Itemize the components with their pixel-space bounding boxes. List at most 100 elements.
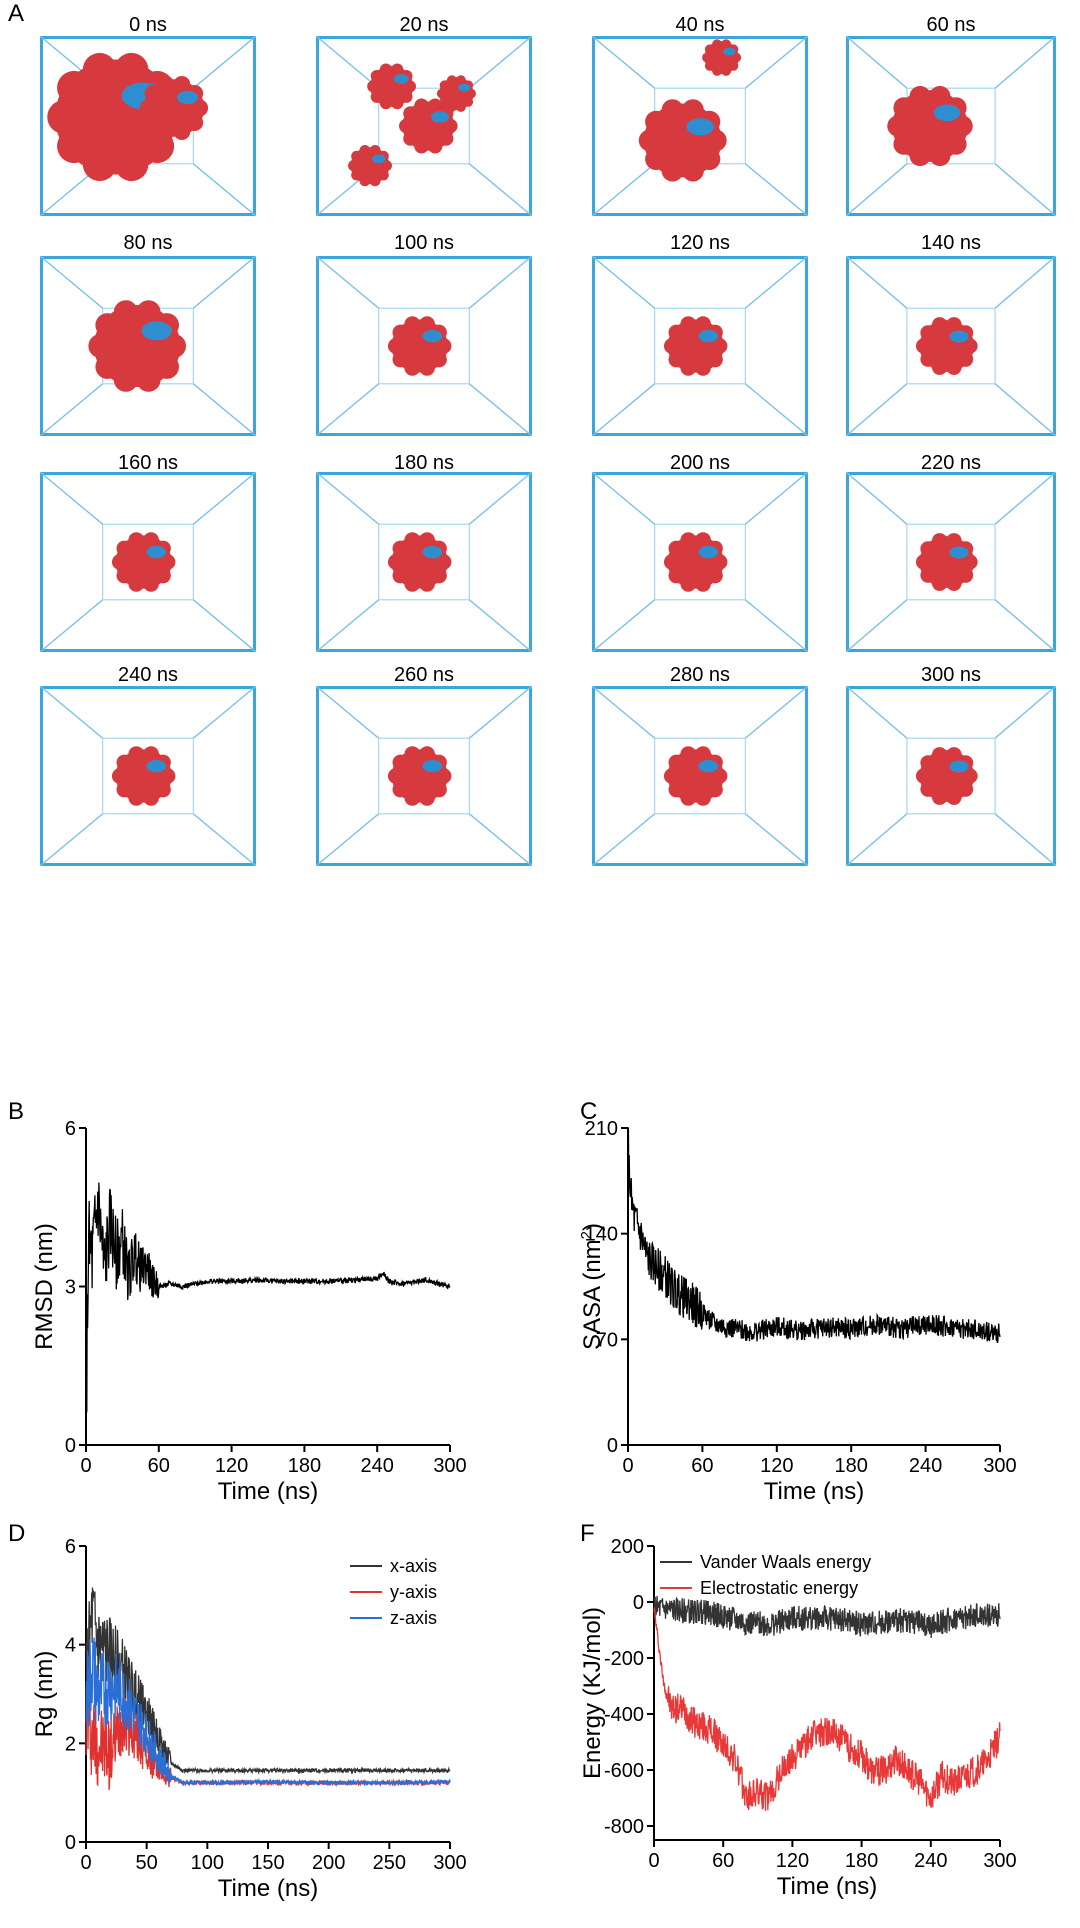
x-tick-label: 0 <box>622 1455 633 1477</box>
legend-label: y-axis <box>390 1582 437 1602</box>
y-tick-label: -200 <box>604 1648 644 1670</box>
simulation-box <box>316 686 532 866</box>
y-axis-label: Energy (KJ/mol) <box>580 1607 606 1779</box>
snapshot-label: 180 ns <box>393 452 455 474</box>
snapshot-label: 100 ns <box>393 232 455 254</box>
simulation-box <box>316 472 532 652</box>
protein-cluster <box>663 746 728 806</box>
protein-cluster <box>399 98 458 154</box>
y-tick-label: 200 <box>611 1536 644 1558</box>
x-axis-label: Time (ns) <box>218 1875 318 1902</box>
snapshot-label: 300 ns <box>920 664 982 686</box>
y-tick-label: 3 <box>65 1277 76 1299</box>
y-tick-label: 70 <box>596 1329 618 1351</box>
snapshot-label: 220 ns <box>920 452 982 474</box>
simulation-box <box>40 686 256 866</box>
series-line-1 <box>653 1607 1001 1812</box>
x-tick-label: 0 <box>648 1850 659 1872</box>
x-axis-label: Time (ns) <box>777 1873 877 1900</box>
x-tick-label: 180 <box>288 1455 321 1477</box>
simulation-box <box>40 256 256 436</box>
simulation-box <box>846 472 1056 652</box>
x-tick-label: 300 <box>433 1455 466 1477</box>
simulation-box <box>316 36 532 216</box>
simulation-box <box>40 472 256 652</box>
panel-letter-d: D <box>8 1520 26 1547</box>
x-tick-label: 180 <box>835 1455 868 1477</box>
panel-letter-f: F <box>580 1520 595 1547</box>
protein-cluster <box>348 144 392 187</box>
y-tick-label: -800 <box>604 1816 644 1838</box>
protein-cluster <box>702 39 742 76</box>
protein-cluster <box>915 533 978 591</box>
x-tick-label: 100 <box>191 1852 224 1874</box>
x-tick-label: 120 <box>760 1455 793 1477</box>
protein-cluster <box>111 746 176 806</box>
protein-cluster <box>387 532 452 592</box>
protein-cluster <box>663 316 728 376</box>
snapshot-label: 0 ns <box>129 14 167 36</box>
y-tick-label: 210 <box>585 1118 618 1140</box>
x-tick-label: 240 <box>914 1850 947 1872</box>
snapshot-label: 40 ns <box>675 14 725 36</box>
x-tick-label: 150 <box>251 1852 284 1874</box>
simulation-box <box>592 256 808 436</box>
y-axis-label: SASA (nm2) <box>580 1223 606 1350</box>
x-tick-label: 200 <box>312 1852 345 1874</box>
y-tick-label: -600 <box>604 1760 644 1782</box>
snapshot-label: 80 ns <box>123 232 173 254</box>
rg-chart: 0 50 100 150 200 250 300 0 2 4 6 Time (ns) Rg (nm) x-… <box>31 1536 467 1902</box>
protein-cluster <box>915 747 978 805</box>
x-tick-label: 60 <box>712 1850 734 1872</box>
snapshot-label: 240 ns <box>117 664 179 686</box>
legend-label: Electrostatic energy <box>700 1578 858 1598</box>
x-tick-label: 240 <box>909 1455 942 1477</box>
snapshot-label: 20 ns <box>399 14 449 36</box>
x-tick-label: 180 <box>845 1850 878 1872</box>
x-axis-label: Time (ns) <box>764 1478 864 1505</box>
snapshot-label: 280 ns <box>669 664 731 686</box>
legend-label: z-axis <box>390 1608 437 1628</box>
y-tick-label: 6 <box>65 1118 76 1140</box>
series-line-0 <box>653 1595 1001 1639</box>
snapshot-label: 120 ns <box>669 232 731 254</box>
protein-cluster <box>88 300 187 392</box>
series-line-0 <box>85 1182 451 1413</box>
series-line-2 <box>85 1637 451 1788</box>
simulation-box <box>592 36 808 216</box>
y-axis-label: RMSD (nm) <box>31 1223 58 1350</box>
sasa-chart: 0 60 120 180 240 300 0 70 140 210 Time (ns) SASA (n… <box>580 1118 1017 1505</box>
y-axis-label: Rg (nm) <box>31 1651 58 1738</box>
x-tick-label: 300 <box>983 1455 1016 1477</box>
energy-chart: 0 60 120 180 240 300 -800 -600 -400 -200 0 200 Time … <box>580 1536 1017 1900</box>
x-tick-label: 60 <box>691 1455 713 1477</box>
y-tick-label: 2 <box>65 1733 76 1755</box>
y-tick-label: 140 <box>585 1224 618 1246</box>
snapshot-label: 260 ns <box>393 664 455 686</box>
legend-label: Vander Waals energy <box>700 1552 871 1572</box>
x-axis-label: Time (ns) <box>218 1478 318 1505</box>
y-tick-label: -400 <box>604 1704 644 1726</box>
simulation-box <box>316 256 532 436</box>
simulation-box <box>846 686 1056 866</box>
protein-cluster <box>887 85 973 167</box>
x-tick-label: 240 <box>361 1455 394 1477</box>
snapshot-label: 160 ns <box>117 452 179 474</box>
simulation-box <box>846 36 1056 216</box>
legend-label: x-axis <box>390 1556 437 1576</box>
rmsd-chart: 0 60 120 180 240 300 0 3 6 Time (ns) RMSD (nm) <box>31 1118 467 1505</box>
simulation-box <box>846 256 1056 436</box>
protein-cluster <box>139 75 209 141</box>
protein-cluster <box>387 746 452 806</box>
y-tick-label: 0 <box>607 1435 618 1457</box>
simulation-box <box>592 472 808 652</box>
snapshot-label: 140 ns <box>920 232 982 254</box>
simulation-box <box>592 686 808 866</box>
snapshot-label: 60 ns <box>926 14 976 36</box>
panel-letter-b: B <box>8 1098 25 1125</box>
x-tick-label: 50 <box>136 1852 158 1874</box>
series-line-0 <box>627 1127 1001 1344</box>
y-tick-label: 6 <box>65 1536 76 1558</box>
x-tick-label: 0 <box>80 1852 91 1874</box>
y-tick-label: 0 <box>65 1832 76 1854</box>
